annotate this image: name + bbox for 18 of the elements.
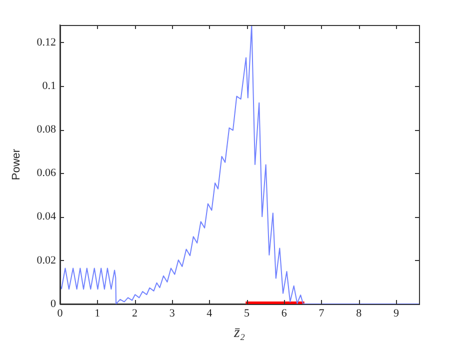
y-axis-title: Power bbox=[10, 148, 23, 180]
y-tick-label: 0 bbox=[50, 298, 56, 310]
y-tick-label: 0.08 bbox=[36, 124, 56, 136]
x-tick-label: 7 bbox=[318, 307, 325, 320]
x-tick-label: 1 bbox=[94, 307, 100, 320]
y-tick-label: 0.02 bbox=[36, 254, 56, 266]
x-axis-title: z̄₂ bbox=[232, 324, 246, 341]
x-tick-label: 9 bbox=[393, 307, 400, 320]
y-tick-label: 0.04 bbox=[36, 210, 56, 223]
y-tick-label: 0.12 bbox=[36, 36, 56, 48]
x-tick-label: 5 bbox=[244, 307, 250, 320]
y-tick-label: 0.1 bbox=[42, 80, 56, 92]
x-tick-label: 8 bbox=[356, 307, 362, 320]
x-tick-label: 2 bbox=[132, 307, 138, 320]
x-tick-label: 6 bbox=[281, 307, 288, 320]
x-tick-label: 4 bbox=[206, 307, 213, 320]
x-tick-label: 3 bbox=[169, 307, 176, 320]
y-tick-label: 0.06 bbox=[36, 167, 56, 180]
